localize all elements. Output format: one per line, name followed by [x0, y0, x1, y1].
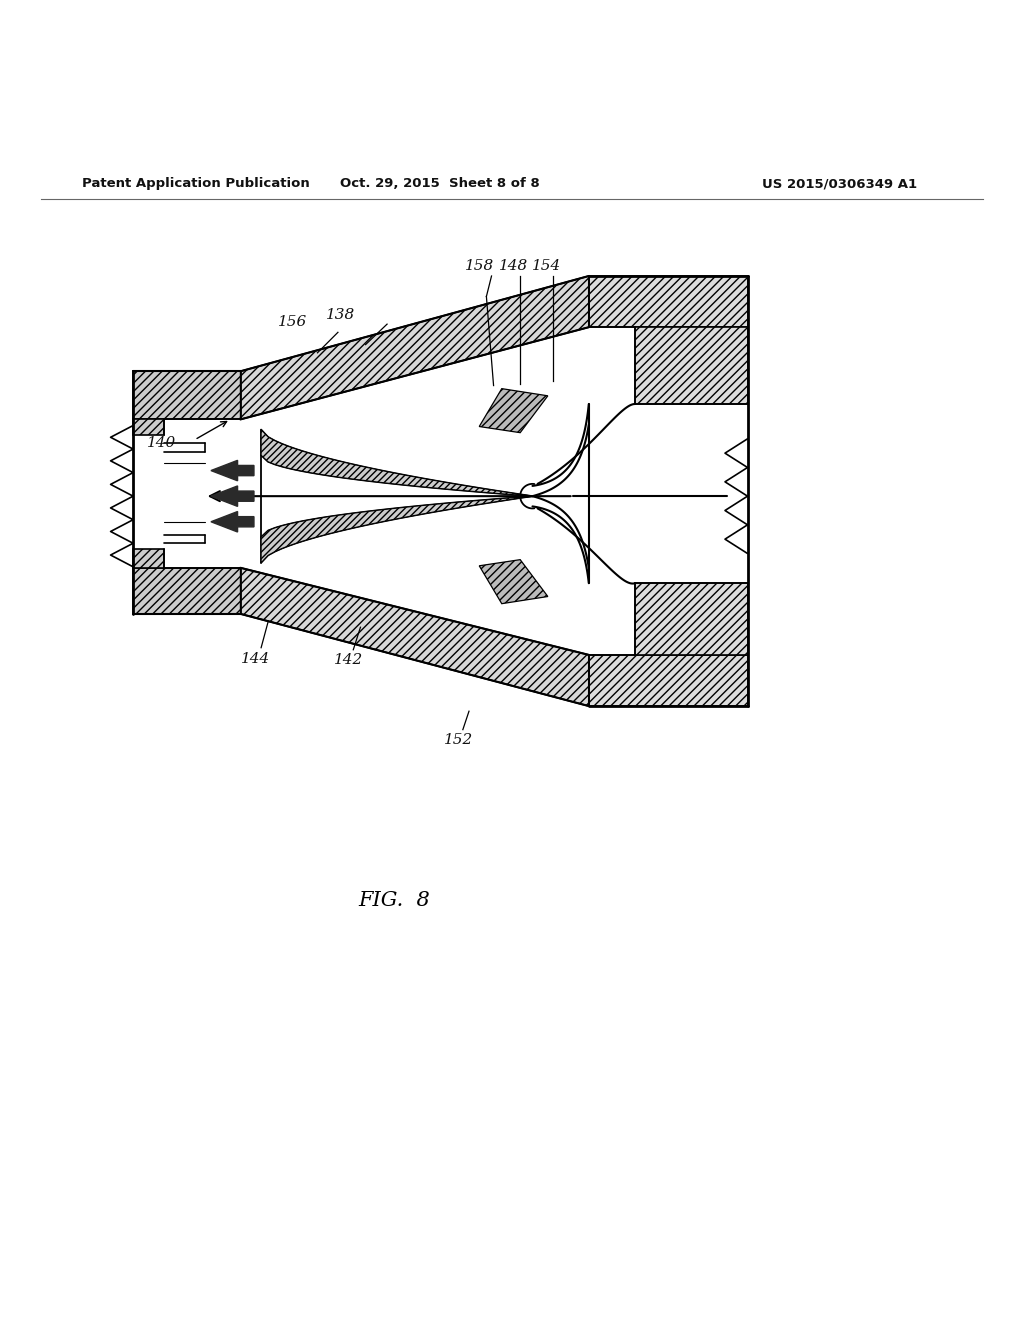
Text: US 2015/0306349 A1: US 2015/0306349 A1 — [762, 177, 918, 190]
FancyArrow shape — [211, 461, 254, 480]
Text: Oct. 29, 2015  Sheet 8 of 8: Oct. 29, 2015 Sheet 8 of 8 — [340, 177, 541, 190]
Polygon shape — [241, 276, 589, 420]
Polygon shape — [635, 583, 748, 655]
Polygon shape — [241, 568, 589, 706]
Text: 152: 152 — [444, 733, 473, 747]
Text: 140: 140 — [146, 436, 176, 450]
Polygon shape — [261, 429, 532, 496]
Text: 144: 144 — [242, 652, 270, 665]
Text: 148: 148 — [500, 259, 528, 273]
Text: 138: 138 — [326, 308, 355, 322]
Polygon shape — [261, 496, 532, 562]
Text: FIG.  8: FIG. 8 — [358, 891, 430, 911]
FancyArrow shape — [211, 512, 254, 532]
Polygon shape — [589, 655, 748, 706]
Text: 158: 158 — [465, 259, 494, 273]
Polygon shape — [133, 568, 241, 614]
Text: Patent Application Publication: Patent Application Publication — [82, 177, 309, 190]
Polygon shape — [133, 420, 164, 434]
Polygon shape — [479, 388, 548, 433]
Polygon shape — [479, 560, 548, 603]
FancyArrow shape — [211, 486, 254, 507]
Text: 142: 142 — [334, 653, 362, 667]
Text: 156: 156 — [278, 315, 307, 329]
Polygon shape — [635, 327, 748, 404]
Polygon shape — [133, 371, 241, 420]
Text: 154: 154 — [532, 259, 561, 273]
Polygon shape — [589, 276, 748, 327]
Polygon shape — [133, 549, 164, 568]
